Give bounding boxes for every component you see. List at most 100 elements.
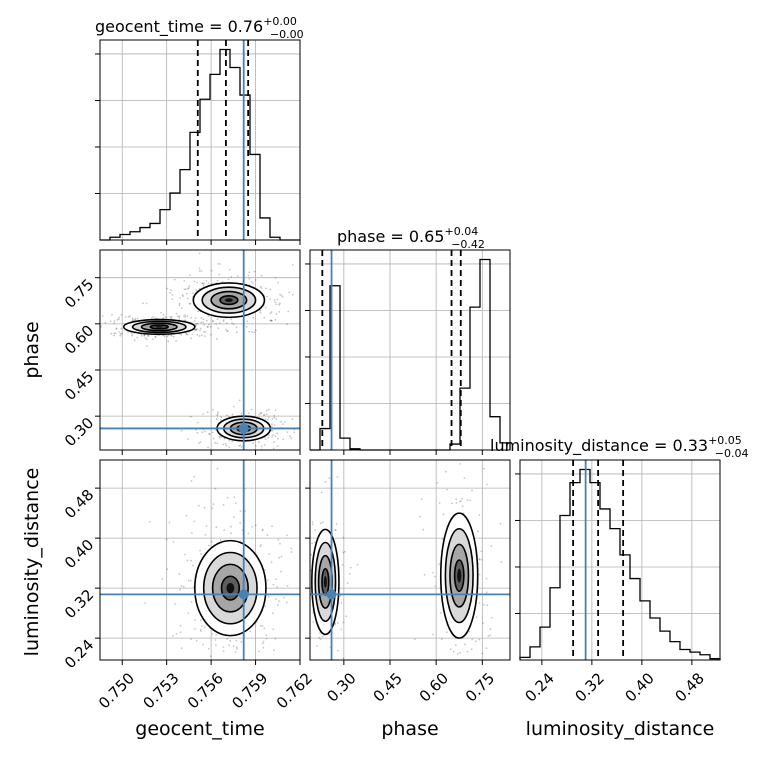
sample-point [199,549,202,552]
sample-point [212,319,214,322]
sample-point [261,625,264,627]
sample-point [438,563,441,566]
sample-point [171,294,174,296]
sample-point [273,441,275,443]
sample-point [235,326,238,328]
sample-point [222,650,225,652]
sample-point [195,639,198,642]
sample-point [211,507,214,509]
sample-point [219,418,222,421]
sample-point [214,441,217,444]
sample-point [226,414,228,417]
sample-point [119,332,122,335]
sample-point [222,443,225,446]
sample-point [263,444,266,446]
sample-point [115,327,118,330]
sample-point [293,431,295,434]
sample-point [290,551,293,553]
sample-point [116,319,119,321]
sample-point [260,287,263,289]
sample-point [272,447,275,450]
sample-point [175,633,178,635]
sample-point [260,445,263,448]
sample-point [188,302,191,305]
sample-point [481,558,483,561]
sample-point [235,331,238,334]
sample-point [203,335,206,337]
sample-point [207,315,210,317]
sample-point [310,553,313,556]
sample-point [147,334,150,337]
sample-point [271,417,274,420]
sample-point [267,416,270,419]
x-tick-label: 0.75 [462,669,498,705]
sample-point [233,516,235,519]
sample-point [217,327,220,329]
sample-point [182,315,185,317]
sample-point [183,288,186,291]
sample-point [109,320,112,323]
sample-point [267,419,269,421]
sample-point [283,596,285,599]
sample-point [234,651,237,653]
xlabel-phase: phase [381,718,438,740]
sample-point [258,650,260,653]
sample-point [321,635,324,638]
sample-point [144,337,147,339]
sample-point [336,476,339,478]
sample-point [198,673,200,675]
sample-point [179,297,182,299]
sample-point [190,480,193,482]
sample-point [190,559,192,562]
sample-point [185,333,188,336]
contour-line [149,324,169,330]
y-tick-label: 0.60 [61,321,97,357]
sample-point [308,599,310,601]
sample-point [277,437,279,440]
sample-point [208,433,211,435]
truth-marker [238,423,249,434]
sample-point [191,333,194,336]
sample-point [259,545,262,548]
sample-point [201,282,204,285]
sample-point [289,435,291,438]
sample-point [198,252,201,255]
sample-point [203,330,205,333]
density-level [226,582,235,594]
sample-point [286,431,289,433]
sample-point [268,553,271,555]
sample-point [121,332,124,335]
sample-point [209,325,212,328]
sample-point [216,467,219,470]
sample-point [275,303,278,306]
sample-point [152,316,155,318]
sample-point [276,432,279,435]
sample-point [169,292,172,294]
sample-point [172,335,175,338]
sample-point [236,648,238,650]
sample-point [204,430,206,433]
sample-point [320,491,323,494]
sample-point [95,320,97,322]
contour-line [140,322,178,332]
sample-point [279,302,281,305]
sample-point [184,673,186,675]
sample-point [304,633,306,635]
sample-point [274,637,277,640]
x-tick-label: 0.60 [416,669,452,705]
sample-point [259,624,262,627]
sample-point [196,431,199,434]
sample-point [200,553,203,555]
sample-point [190,579,192,582]
sample-point [190,600,193,603]
sample-point [312,621,315,623]
sample-point [111,313,113,316]
sample-point [184,316,187,318]
sample-point [163,335,166,338]
sample-point [451,502,453,505]
sample-point [451,706,453,708]
sample-point [238,445,241,447]
sample-point [455,502,458,504]
sample-point [178,315,181,318]
sample-point [440,638,443,641]
